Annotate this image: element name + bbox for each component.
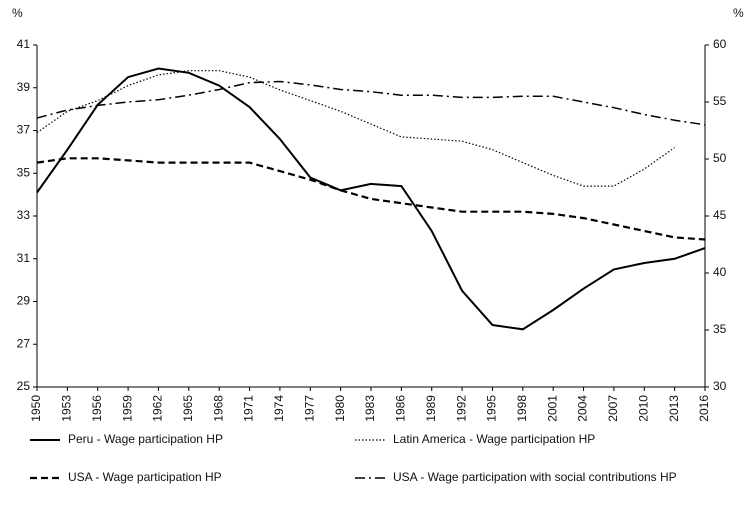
x-tick-label: 2001 — [545, 395, 559, 422]
y2-tick-label: 50 — [713, 151, 727, 165]
x-tick-label: 1959 — [120, 395, 134, 422]
y-tick-label: 25 — [17, 379, 31, 393]
x-tick-label: 1950 — [29, 395, 43, 422]
x-tick-label: 1998 — [515, 395, 529, 422]
y2-tick-label: 60 — [713, 37, 727, 51]
y-tick-label: 35 — [17, 165, 31, 179]
y2-tick-label: 40 — [713, 265, 727, 279]
x-tick-label: 1986 — [394, 395, 408, 422]
legend-label: USA - Wage participation with social con… — [393, 470, 677, 484]
x-tick-label: 1971 — [242, 395, 256, 422]
series-line — [36, 157, 706, 241]
x-tick-label: 1980 — [333, 395, 347, 422]
x-tick-label: 2016 — [697, 395, 711, 422]
x-tick-label: 1965 — [181, 395, 195, 422]
x-tick-label: 2013 — [667, 395, 681, 422]
x-tick-label: 2010 — [636, 395, 650, 422]
x-tick-label: 1977 — [302, 395, 316, 422]
y-tick-label: 33 — [17, 208, 31, 222]
x-tick-label: 1992 — [454, 395, 468, 422]
x-tick-label: 2007 — [606, 395, 620, 422]
y-tick-label: 41 — [17, 37, 31, 51]
legend-label: Peru - Wage participation HP — [68, 432, 223, 446]
series-line — [36, 67, 706, 331]
y2-tick-label: 30 — [713, 379, 727, 393]
x-tick-label: 1995 — [485, 395, 499, 422]
x-tick-label: 1956 — [90, 395, 104, 422]
y-tick-label: 31 — [17, 251, 31, 265]
series-line — [36, 70, 675, 187]
x-tick-label: 1989 — [424, 395, 438, 422]
y-tick-label: 37 — [17, 123, 31, 137]
x-tick-label: 1983 — [363, 395, 377, 422]
x-tick-label: 1953 — [60, 395, 74, 422]
y2-tick-label: 35 — [713, 322, 727, 336]
y2-tick-label: 45 — [713, 208, 727, 222]
y2-tick-label: 55 — [713, 94, 727, 108]
legend-label: USA - Wage participation HP — [68, 470, 222, 484]
y2-axis-label: % — [733, 6, 744, 20]
y-tick-label: 29 — [17, 294, 31, 308]
legend-label: Latin America - Wage participation HP — [393, 432, 595, 446]
y-tick-label: 39 — [17, 80, 31, 94]
x-tick-label: 2004 — [576, 395, 590, 422]
series-line — [36, 80, 706, 126]
x-tick-label: 1968 — [211, 395, 225, 422]
y-tick-label: 27 — [17, 336, 31, 350]
x-tick-label: 1974 — [272, 395, 286, 422]
x-tick-label: 1962 — [151, 395, 165, 422]
y-axis-label: % — [12, 6, 23, 20]
